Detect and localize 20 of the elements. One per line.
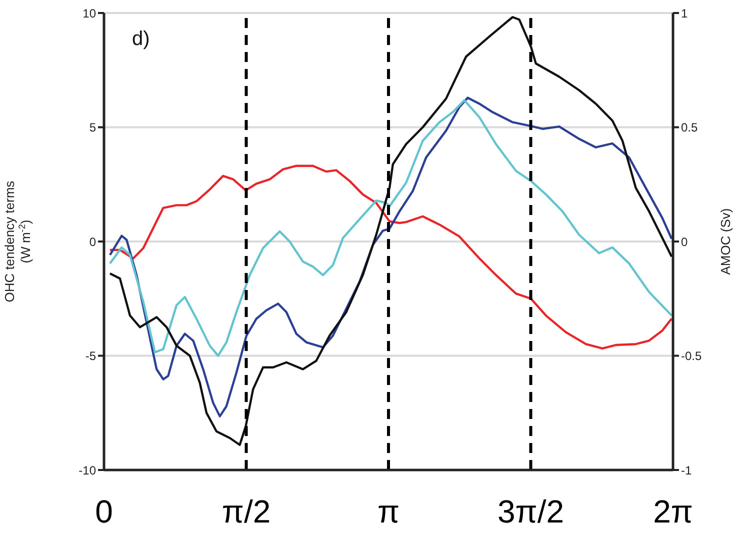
x-tick-label: π bbox=[377, 494, 400, 530]
y-tick-label: -5 bbox=[85, 349, 96, 364]
annotation: d) bbox=[132, 28, 150, 51]
y2-axis-title: AMOC (Sv) bbox=[718, 208, 733, 275]
line-series bbox=[108, 99, 673, 357]
y-tick-label: 0 bbox=[89, 234, 96, 249]
x-tick-label: 2π bbox=[653, 494, 693, 530]
y-tick-label: 10 bbox=[82, 6, 96, 20]
y2-tick-label: -1 bbox=[681, 463, 692, 478]
line-series bbox=[108, 164, 673, 350]
line-series bbox=[108, 96, 673, 418]
y-tick-label: -10 bbox=[78, 463, 96, 478]
y2-tick-label: 0 bbox=[681, 234, 688, 249]
line-series bbox=[108, 16, 673, 446]
x-tick-label: π/2 bbox=[222, 494, 271, 530]
x-tick-label: 3π/2 bbox=[497, 494, 564, 530]
y2-tick-label: -0.5 bbox=[681, 349, 702, 364]
y2-tick-label: 1 bbox=[681, 6, 688, 20]
y-tick-label: 5 bbox=[89, 120, 96, 135]
y2-tick-label: 0.5 bbox=[681, 120, 698, 135]
